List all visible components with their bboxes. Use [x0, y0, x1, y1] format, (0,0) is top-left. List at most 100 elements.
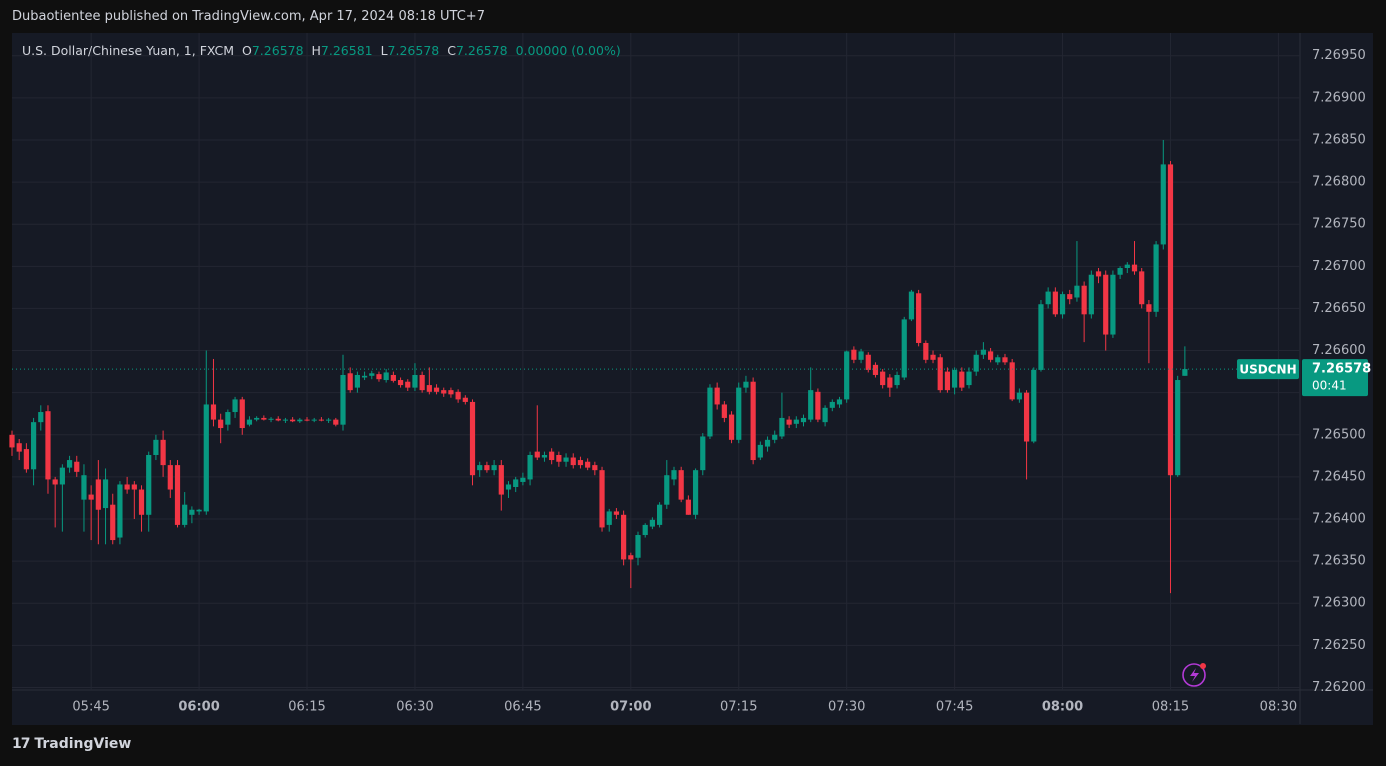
- x-tick-label: 06:30: [396, 700, 433, 715]
- candle-body: [664, 475, 670, 505]
- c-value: 7.26578: [455, 43, 508, 58]
- candle-body: [743, 381, 749, 388]
- brand[interactable]: 17 TradingView: [12, 736, 132, 752]
- x-tick-label: 06:15: [288, 700, 325, 715]
- candle-body: [901, 319, 907, 378]
- candle-body: [865, 354, 871, 370]
- candle-body: [534, 451, 540, 458]
- candle-body: [239, 399, 245, 429]
- candle-body: [779, 417, 785, 437]
- candle-body: [340, 374, 346, 425]
- candle-body: [671, 470, 677, 480]
- candle-body: [1153, 244, 1159, 312]
- candle-body: [966, 371, 972, 386]
- candle-body: [354, 374, 360, 388]
- candle-body: [700, 436, 706, 471]
- candle-body: [1131, 264, 1138, 272]
- candle-body: [189, 509, 195, 515]
- symbol-tag-text: USDCNH: [1239, 363, 1296, 377]
- candle-body: [822, 407, 828, 423]
- candle-body: [628, 555, 634, 560]
- candle-body: [1016, 392, 1022, 400]
- h-value: 7.26581: [320, 43, 373, 58]
- candle-body: [491, 465, 497, 471]
- candle-body: [1031, 369, 1037, 442]
- candle-body: [952, 369, 958, 388]
- y-tick-label: 7.26650: [1312, 301, 1366, 316]
- x-tick-label: 05:45: [72, 700, 109, 715]
- alert-icon[interactable]: [1182, 663, 1206, 687]
- candle-body: [1095, 271, 1102, 277]
- candle-body: [441, 390, 447, 394]
- candle-body: [282, 419, 289, 421]
- candle-body: [1023, 392, 1030, 442]
- candle-body: [297, 419, 303, 422]
- candle-body: [498, 465, 504, 495]
- candle-body: [74, 461, 80, 472]
- candle-body: [1038, 304, 1044, 370]
- candle-body: [621, 514, 627, 560]
- candle-body: [469, 401, 476, 476]
- candle-body: [1160, 164, 1166, 245]
- candle-body: [138, 489, 145, 515]
- candle-body: [484, 465, 490, 471]
- candle-body: [1146, 304, 1152, 312]
- candle-body: [757, 444, 763, 458]
- candle-body: [606, 511, 612, 525]
- candle-body: [1117, 268, 1123, 275]
- candle-body: [549, 451, 555, 461]
- candle-body: [829, 401, 835, 408]
- candle-body: [563, 457, 569, 462]
- o-label: O: [242, 43, 252, 58]
- candle-body: [9, 434, 15, 448]
- candle-body: [1103, 274, 1109, 335]
- candle-body: [513, 479, 519, 488]
- candle-body: [808, 390, 814, 420]
- candle-body: [980, 349, 986, 355]
- y-tick-label: 7.26750: [1312, 217, 1366, 232]
- candle-body: [455, 391, 461, 400]
- l-value: 7.26578: [387, 43, 440, 58]
- candle-body: [923, 342, 929, 360]
- candle-body: [369, 373, 375, 376]
- candle-body: [261, 417, 267, 420]
- candle-body: [182, 504, 188, 525]
- candle-body: [124, 484, 130, 490]
- candle-body: [383, 372, 389, 381]
- candle-body: [304, 419, 310, 421]
- candle-body: [707, 387, 713, 437]
- candle-body: [520, 477, 526, 482]
- candle-body: [448, 390, 454, 395]
- candle-body: [585, 461, 591, 468]
- candle-body: [254, 417, 260, 420]
- candle-body: [599, 470, 605, 528]
- candle-body: [541, 454, 548, 458]
- candle-body: [326, 419, 332, 421]
- x-tick-label: 06:45: [504, 700, 541, 715]
- candle-body: [772, 434, 778, 440]
- o-value: 7.26578: [251, 43, 304, 58]
- candle-body: [1067, 294, 1073, 300]
- candle-body: [764, 439, 771, 447]
- candle-body: [333, 419, 339, 425]
- x-tick-label: 08:15: [1152, 700, 1189, 715]
- candle-body: [800, 417, 807, 423]
- candle-body: [225, 412, 231, 425]
- candle-body: [721, 404, 727, 418]
- candle-body: [635, 535, 641, 558]
- candle-body: [987, 351, 994, 360]
- candle-body: [462, 397, 468, 402]
- candle-body: [268, 418, 274, 420]
- y-tick-label: 7.26900: [1312, 90, 1366, 105]
- candle-body: [419, 374, 425, 391]
- y-tick-label: 7.26450: [1312, 469, 1366, 484]
- candle-body: [908, 291, 915, 320]
- candle-body: [592, 465, 598, 471]
- candle-body: [117, 484, 123, 538]
- y-tick-label: 7.26300: [1312, 596, 1366, 611]
- candle-body: [45, 411, 51, 480]
- y-tick-label: 7.26700: [1312, 259, 1366, 274]
- x-tick-label: 08:30: [1260, 700, 1297, 715]
- candle-body: [1074, 285, 1080, 298]
